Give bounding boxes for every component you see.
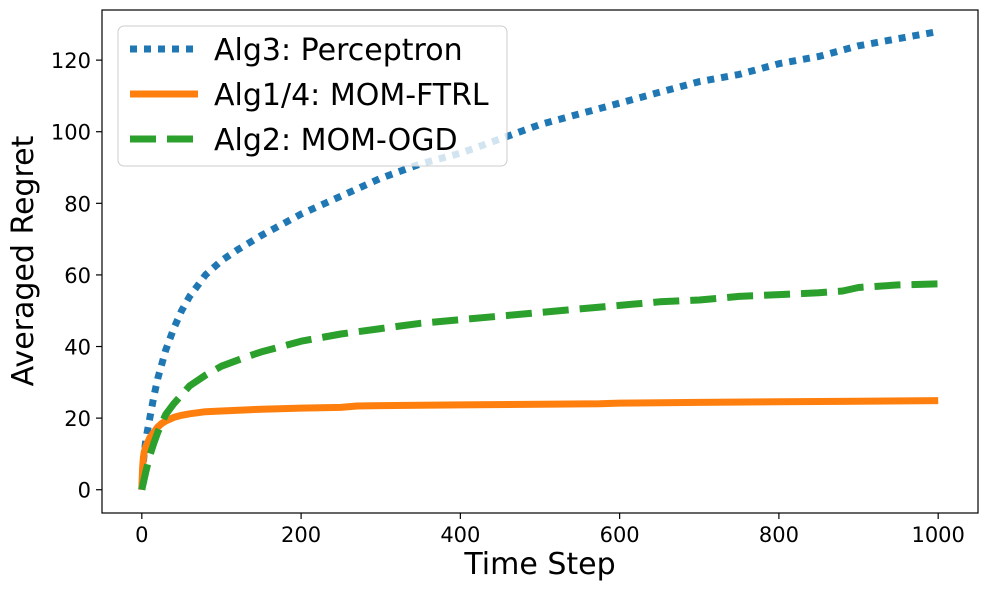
x-tick-label: 1000 — [911, 523, 964, 547]
series-line-alg1-4-mom-ftrl — [138, 397, 939, 490]
y-tick-label: 120 — [51, 49, 91, 73]
series-line-alg3-perceptron — [138, 28, 939, 490]
y-tick-label: 80 — [64, 192, 91, 216]
y-axis-ticks: 0 20 40 60 80 100 120 — [51, 49, 102, 503]
x-tick-label: 600 — [600, 523, 640, 547]
series-layer — [138, 28, 939, 491]
y-tick-label: 20 — [64, 407, 91, 431]
y-tick-label: 100 — [51, 121, 91, 145]
x-tick-label: 0 — [135, 523, 148, 547]
y-tick-label: 40 — [64, 336, 91, 360]
legend-label-mom-ogd: Alg2: MOM-OGD — [214, 123, 458, 158]
legend-label-perceptron: Alg3: Perceptron — [214, 33, 463, 68]
x-tick-label: 200 — [281, 523, 321, 547]
x-axis-title: Time Step — [463, 547, 615, 582]
y-tick-label: 60 — [64, 264, 91, 288]
x-tick-label: 400 — [440, 523, 480, 547]
series-line-alg2-mom-ogd — [138, 280, 939, 491]
legend: Alg3: Perceptron Alg1/4: MOM-FTRL Alg2: … — [117, 25, 508, 167]
y-axis-title: Averaged Regret — [6, 135, 41, 386]
x-tick-label: 800 — [759, 523, 799, 547]
y-tick-label: 0 — [78, 479, 91, 503]
plot-area-frame — [101, 9, 979, 514]
x-axis-ticks: 0 200 400 600 800 1000 — [135, 513, 965, 547]
legend-label-mom-ftrl: Alg1/4: MOM-FTRL — [214, 78, 489, 113]
legend-box — [117, 25, 508, 167]
